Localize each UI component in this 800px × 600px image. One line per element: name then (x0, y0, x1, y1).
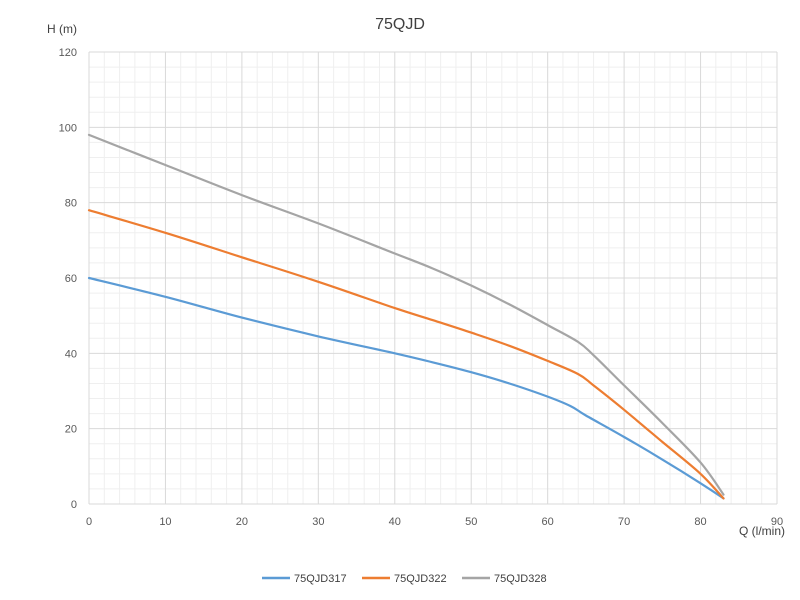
legend-label-75QJD317: 75QJD317 (294, 573, 347, 585)
x-tick-label: 20 (236, 516, 248, 528)
legend-label-75QJD322: 75QJD322 (394, 573, 447, 585)
y-tick-label: 20 (65, 424, 77, 436)
y-tick-label: 80 (65, 198, 77, 210)
y-tick-label: 60 (65, 273, 77, 285)
y-axis-title: H (m) (47, 22, 77, 36)
x-tick-label: 80 (694, 516, 706, 528)
series-line-75QJD317 (87, 276, 725, 500)
x-axis-title: Q (l/min) (739, 524, 785, 538)
x-tick-label: 60 (542, 516, 554, 528)
chart-title: 75QJD (375, 16, 425, 33)
x-tick-label: 10 (159, 516, 171, 528)
legend-label-75QJD328: 75QJD328 (494, 573, 547, 585)
y-tick-label: 100 (59, 122, 77, 134)
legend: 75QJD317 75QJD322 75QJD328 (262, 573, 547, 585)
x-tick-label: 0 (86, 516, 92, 528)
series-lines (87, 133, 725, 500)
grid (88, 51, 778, 505)
y-tick-label: 120 (59, 47, 77, 59)
x-tick-label: 90 (771, 516, 783, 528)
x-tick-label: 30 (312, 516, 324, 528)
y-tick-label: 40 (65, 348, 77, 360)
x-tick-label: 40 (389, 516, 401, 528)
x-tick-label: 70 (618, 516, 630, 528)
series-line-75QJD322 (87, 209, 725, 500)
y-tick-label: 0 (71, 499, 77, 511)
x-tick-label: 50 (465, 516, 477, 528)
series-line-75QJD328 (87, 133, 725, 496)
x-tick-labels: 0 10 20 30 40 50 60 70 80 90 (86, 516, 783, 528)
y-tick-labels: 0 20 40 60 80 100 120 (59, 47, 77, 511)
